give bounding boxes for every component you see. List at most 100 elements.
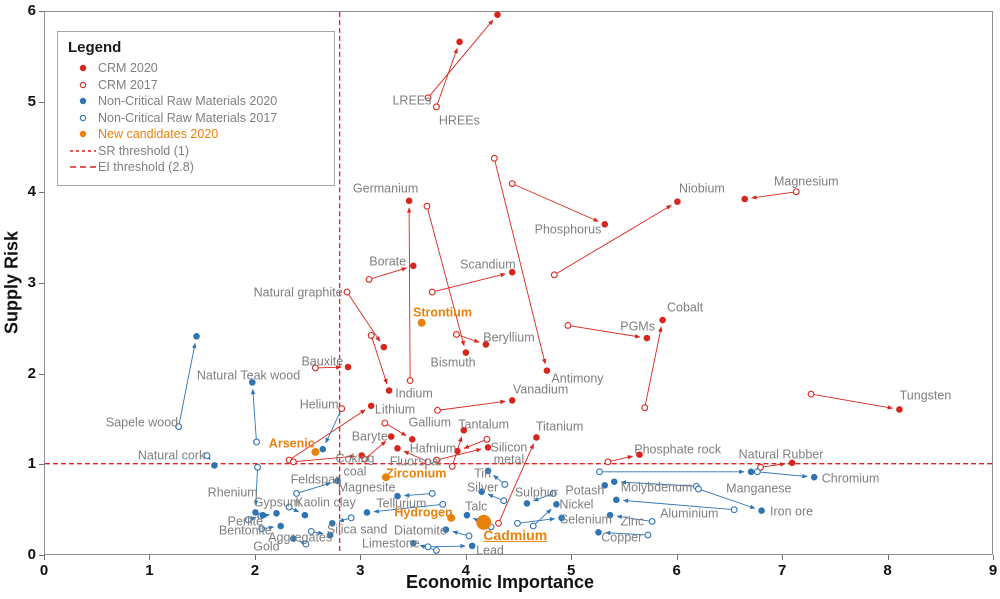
trajectory-natural-graphite	[346, 291, 381, 342]
point-borate-2020	[409, 262, 417, 270]
trajectory-pgms	[567, 325, 641, 339]
x-tick-label-6: 6	[672, 562, 681, 579]
point-indium-2020	[385, 387, 393, 394]
point-hafnium-2020	[454, 447, 461, 455]
point-silica-sand-2020	[328, 519, 336, 527]
point-nickel-2020	[553, 501, 560, 508]
trajectory-phosphorus	[512, 183, 599, 222]
x-tick-label-0: 0	[39, 562, 49, 579]
point-lrees-2020	[494, 11, 501, 18]
point-niobium-2020	[674, 198, 681, 205]
point-phosphorus-2020	[601, 220, 609, 228]
dash-short-icon	[68, 146, 98, 156]
plot-canvas	[45, 11, 992, 554]
point-cobalt-2020	[659, 316, 666, 324]
point-potash-2020	[601, 482, 609, 489]
point-sapele-wood-2017	[175, 423, 183, 431]
point-bentonite-2017	[258, 525, 266, 533]
point-lead-2020	[468, 542, 476, 550]
y-tick-mark	[39, 373, 44, 375]
point-titanium-2017	[495, 519, 502, 527]
legend-item-label: EI threshold (2.8)	[98, 160, 194, 175]
point-helium-2020	[319, 445, 327, 453]
trajectory-iron-ore	[698, 488, 756, 509]
point-bauxite-2017	[311, 364, 319, 372]
trajectory-sapele-wood	[178, 342, 197, 427]
y-tick-mark	[39, 101, 44, 103]
legend-item-sr-threshold-1-: SR threshold (1)	[68, 143, 324, 160]
point-tungsten-2020	[896, 406, 903, 413]
point-silver-2017	[500, 497, 508, 505]
y-tick-label-0: 0	[27, 546, 36, 563]
x-tick-mark	[676, 555, 678, 560]
trajectory-borate	[368, 267, 408, 280]
point-gypsum-2020	[273, 510, 280, 517]
point-selenium-2020	[558, 514, 565, 522]
point-copper-2017	[644, 531, 652, 539]
point-natural-rubber-2020	[788, 459, 796, 467]
point-sulphur-2017	[549, 490, 557, 497]
point-perlite-2017	[244, 516, 252, 524]
point-beryllium-2020	[482, 341, 490, 348]
trajectory-gallium	[384, 422, 407, 437]
x-tick-label-1: 1	[145, 562, 154, 579]
y-tick-mark	[39, 192, 44, 194]
y-tick-label-3: 3	[27, 274, 36, 291]
point-hrees-2020	[456, 38, 463, 46]
trajectory-phosphate-rock	[607, 455, 634, 463]
point-natural-teak-wood-2020	[248, 379, 256, 386]
point-iron-ore-2020	[758, 507, 765, 514]
x-tick-mark	[44, 555, 45, 560]
trajectory-coking-coal	[293, 454, 356, 463]
dot-filled-icon	[68, 63, 98, 73]
trajectory-vanadium	[437, 399, 506, 411]
trajectory-lrees	[427, 19, 494, 99]
point-gallium-2017	[381, 419, 389, 427]
legend-item-ei-threshold-2-8-: EI threshold (2.8)	[68, 159, 324, 176]
x-tick-mark	[465, 555, 467, 560]
point-phosphate-rock-2020	[636, 451, 643, 458]
point-silica-sand-2017	[347, 514, 355, 522]
trajectory-indium	[370, 335, 388, 385]
y-tick-label-6: 6	[27, 2, 36, 19]
trajectory-aluminium	[622, 498, 735, 511]
trajectory-zinc	[616, 514, 653, 522]
legend-item-non-critical-raw-materials-2020: Non-Critical Raw Materials 2020	[68, 93, 324, 110]
point-diatomite-2017	[465, 532, 473, 540]
x-tick-label-4: 4	[461, 562, 470, 579]
point-copper-2020	[595, 529, 602, 536]
trajectory-nickel	[532, 508, 552, 527]
point-silver-2020	[478, 488, 485, 495]
point-indium-2017	[367, 331, 375, 339]
trajectory-magnesium	[751, 191, 797, 200]
point-fluorspar-2020	[394, 445, 401, 452]
point-natural-cork-2020	[211, 462, 218, 469]
x-tick-label-5: 5	[567, 562, 576, 579]
y-tick-label-5: 5	[27, 92, 36, 110]
point-bentonite-2020	[277, 522, 284, 530]
trajectory-chromium	[757, 471, 808, 479]
point-natural-graphite-2017	[343, 288, 351, 296]
point-beryllium-2017	[452, 331, 460, 338]
trajectory-fluorspar	[403, 450, 429, 463]
x-tick-mark	[571, 555, 573, 560]
point-bauxite-2020	[344, 363, 352, 371]
point-fluorspar-2017	[424, 458, 432, 466]
x-tick-label-8: 8	[883, 562, 892, 579]
y-tick-mark	[39, 555, 44, 556]
point-manganese-2017	[596, 468, 603, 476]
point-tungsten-2017	[807, 390, 815, 398]
point-silicon-metal-2017	[432, 456, 440, 464]
dot-filled-icon	[68, 129, 98, 139]
point-natural-rubber-2017	[757, 463, 764, 471]
legend-item-label: CRM 2020	[98, 61, 158, 76]
point-antimony-2017	[490, 154, 498, 162]
trajectory-bauxite	[315, 365, 342, 370]
trajectory-hrees	[436, 47, 458, 108]
legend-item-label: CRM 2017	[98, 77, 158, 92]
point-vanadium-2020	[508, 397, 516, 404]
legend-item-label: Non-Critical Raw Materials 2017	[98, 110, 278, 125]
legend-title: Legend	[68, 39, 122, 56]
x-axis-title: Economic Importance	[405, 572, 595, 592]
